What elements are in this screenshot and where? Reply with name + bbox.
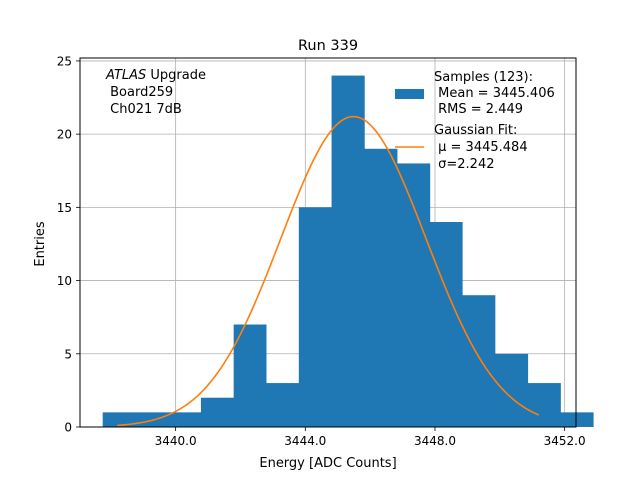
histogram-bar [527, 383, 561, 427]
y-tick-label: 10 [57, 274, 72, 288]
atlas-annotation: ATLAS Upgrade Board259 Ch021 7dB [105, 68, 206, 117]
y-tick-label: 5 [64, 347, 72, 361]
x-axis-label: Energy [ADC Counts] [259, 456, 396, 471]
y-tick-label: 15 [57, 201, 72, 215]
histogram-bar [168, 412, 202, 427]
y-axis-label: Entries [33, 221, 48, 267]
y-tick-label: 25 [57, 54, 72, 68]
annotation-atlas: ATLAS [105, 68, 146, 83]
legend-samples-title: Samples (123): [434, 70, 533, 85]
histogram-bar [233, 324, 267, 427]
legend-samples-patch [395, 89, 424, 99]
annotation-line-1: ATLAS Upgrade [105, 68, 206, 83]
histogram-bar [494, 353, 529, 427]
histogram-bar [364, 148, 398, 428]
legend: Samples (123): Mean = 3445.406 RMS = 2.4… [395, 70, 555, 172]
histogram-bar [397, 163, 431, 427]
histogram-bar [462, 295, 496, 427]
histogram-bar [200, 397, 235, 427]
chart-title: Run 339 [298, 38, 358, 54]
axes-frame [79, 57, 577, 428]
x-tick-label: 3448.0 [414, 434, 456, 448]
annotation-line-3: Ch021 7dB [106, 102, 182, 117]
gaussian-fit [117, 115, 540, 427]
histogram-bar [331, 75, 365, 428]
histogram-bar [560, 412, 594, 427]
x-tick-label: 3452.0 [544, 434, 586, 448]
x-tick-label: 3444.0 [284, 434, 326, 448]
legend-fit-sigma: σ=2.242 [434, 157, 494, 172]
annotation-upgrade: Upgrade [146, 68, 206, 83]
y-tick-label: 20 [57, 128, 72, 142]
histogram-bar [266, 383, 300, 427]
annotation-line-2: Board259 [106, 85, 173, 100]
fit-curve [117, 115, 540, 427]
histogram-bar [102, 412, 136, 427]
legend-fit-mu: μ = 3445.484 [434, 140, 528, 155]
legend-fit-title: Gaussian Fit: [434, 123, 517, 138]
axis-ticks: 3440.0 3444.0 3448.0 3452.0 0 5 10 15 20 25 [57, 54, 586, 448]
x-tick-label: 3440.0 [155, 434, 197, 448]
histogram-bar [429, 222, 463, 427]
histogram-bar [298, 207, 332, 427]
legend-samples-rms: RMS = 2.449 [434, 102, 523, 117]
histogram-bars [102, 75, 594, 428]
legend-samples-mean: Mean = 3445.406 [434, 86, 555, 101]
y-tick-label: 0 [64, 421, 72, 435]
